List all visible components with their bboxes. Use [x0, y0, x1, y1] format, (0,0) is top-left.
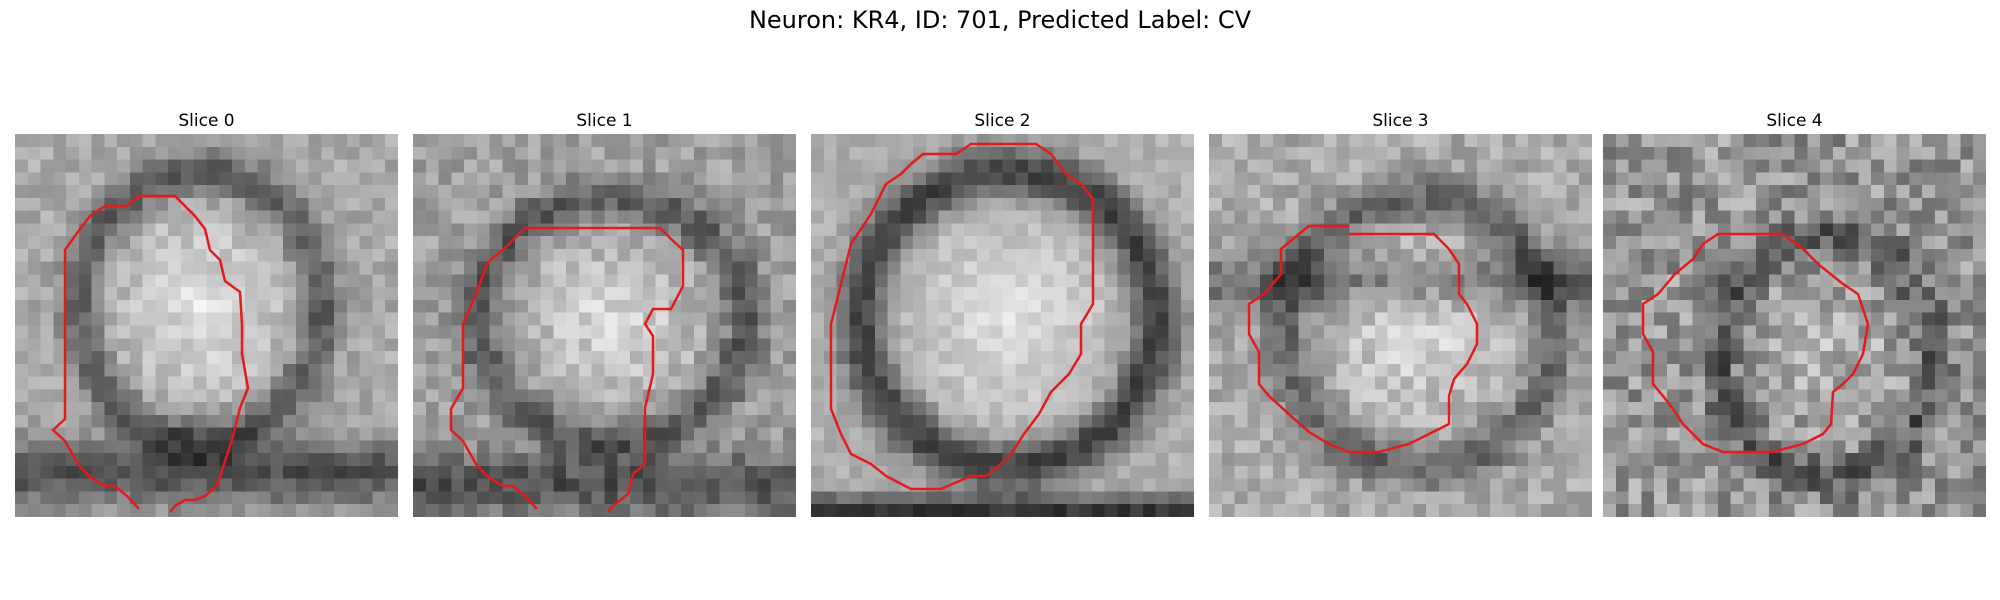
segmentation-contour [1247, 224, 1479, 454]
slice-image [1209, 134, 1592, 517]
slice-title: Slice 3 [1372, 111, 1429, 131]
slice-panel-0: Slice 0 [15, 110, 398, 517]
slice-image [1603, 134, 1986, 517]
slice-panel-2: Slice 2 [811, 110, 1194, 517]
grayscale-patch [15, 134, 398, 517]
figure-title: Neuron: KR4, ID: 701, Predicted Label: C… [748, 6, 1252, 34]
slice-image [811, 134, 1194, 517]
segmentation-contour [449, 226, 685, 513]
segmentation-contour [1641, 232, 1870, 454]
slice-title: Slice 1 [576, 111, 633, 131]
segmentation-contour [51, 194, 250, 513]
grayscale-patch [1603, 134, 1986, 517]
slice-image [413, 134, 796, 517]
grayscale-patch [1209, 134, 1592, 517]
slice-panel-1: Slice 1 [413, 110, 796, 517]
slice-title: Slice 4 [1766, 111, 1823, 131]
slice-image [15, 134, 398, 517]
grayscale-patch [413, 134, 796, 517]
slice-title: Slice 2 [974, 111, 1031, 131]
slice-title: Slice 0 [178, 111, 235, 131]
slice-panel-3: Slice 3 [1209, 110, 1592, 517]
slice-panel-4: Slice 4 [1603, 110, 1986, 517]
segmentation-contour [829, 142, 1095, 491]
grayscale-patch [811, 134, 1194, 517]
